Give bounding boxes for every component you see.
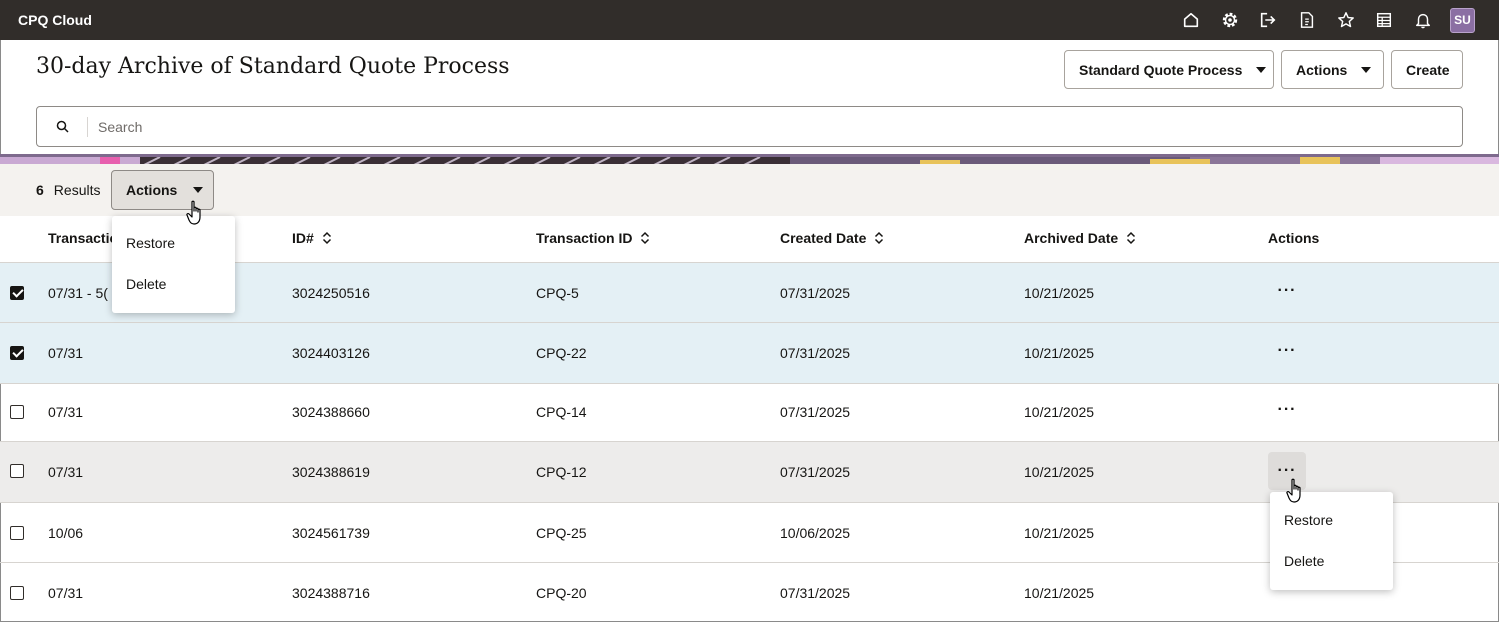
- column-header-transaction-id[interactable]: Transaction ID: [536, 230, 650, 246]
- cell-created-date: 10/06/2025: [780, 525, 851, 541]
- header-actions-button[interactable]: Actions: [1281, 50, 1384, 89]
- column-header-archived-date[interactable]: Archived Date: [1024, 230, 1136, 246]
- cell-transaction[interactable]: 07/31: [48, 464, 84, 480]
- search-bar[interactable]: [36, 106, 1463, 147]
- process-select-button[interactable]: Standard Quote Process: [1064, 50, 1274, 89]
- cell-id: 3024250516: [292, 285, 370, 301]
- favorites-icon[interactable]: [1326, 0, 1365, 40]
- cell-archived-date: 10/21/2025: [1024, 285, 1095, 301]
- page-title: 30-day Archive of Standard Quote Process: [36, 54, 510, 79]
- menu-item-delete[interactable]: Delete: [126, 275, 167, 292]
- user-avatar[interactable]: SU: [1450, 7, 1475, 33]
- document-icon[interactable]: [1288, 0, 1327, 40]
- row-checkbox[interactable]: [10, 526, 24, 540]
- top-bar: CPQ Cloud SU: [0, 0, 1499, 40]
- menu-item-restore[interactable]: Restore: [1284, 511, 1334, 528]
- chevron-down-icon: [1256, 66, 1267, 73]
- row-checkbox[interactable]: [10, 286, 24, 300]
- row-actions-menu: Restore Delete: [1270, 492, 1393, 590]
- results-actions-button[interactable]: Actions: [111, 170, 214, 210]
- cell-created-date: 07/31/2025: [780, 585, 851, 601]
- table-row[interactable]: 07/31 3024388619 CPQ-12 07/31/2025 10/21…: [0, 442, 1499, 503]
- row-checkbox[interactable]: [10, 405, 24, 419]
- column-header-created-date[interactable]: Created Date: [780, 230, 884, 246]
- column-header-transaction[interactable]: Transaction: [48, 230, 127, 246]
- cell-id: 3024403126: [292, 345, 370, 361]
- results-actions-menu: Restore Delete: [112, 216, 235, 313]
- results-toolbar: [0, 164, 1499, 216]
- logout-icon[interactable]: [1249, 0, 1288, 40]
- table-row[interactable]: 07/31 - 5( 3024250516 CPQ-5 07/31/2025 1…: [0, 263, 1499, 323]
- hand-cursor-icon: [1286, 478, 1301, 503]
- cell-created-date: 07/31/2025: [780, 345, 851, 361]
- sort-icon: [1127, 231, 1136, 245]
- hand-cursor-icon: [186, 200, 201, 225]
- row-more-actions-button[interactable]: ···: [1277, 401, 1297, 418]
- cell-transaction-id: CPQ-5: [536, 285, 579, 301]
- table-row[interactable]: 10/06 3024561739 CPQ-25 10/06/2025 10/21…: [0, 503, 1499, 563]
- sort-icon: [875, 231, 884, 245]
- cell-archived-date: 10/21/2025: [1024, 464, 1095, 480]
- row-more-actions-button[interactable]: ···: [1268, 452, 1306, 490]
- cell-transaction-id: CPQ-25: [536, 525, 587, 541]
- sort-icon: [322, 231, 331, 245]
- row-checkbox[interactable]: [10, 464, 24, 478]
- search-input[interactable]: [98, 118, 1398, 135]
- cell-transaction[interactable]: 07/31: [48, 404, 84, 420]
- cell-transaction[interactable]: 10/06: [48, 525, 84, 541]
- cell-id: 3024388660: [292, 404, 370, 420]
- results-count: 6 Results: [36, 182, 100, 198]
- cell-transaction-id: CPQ-12: [536, 464, 587, 480]
- cell-archived-date: 10/21/2025: [1024, 404, 1095, 420]
- decorative-banner: [0, 154, 1499, 164]
- table-row[interactable]: 07/31 3024403126 CPQ-22 07/31/2025 10/21…: [0, 323, 1499, 384]
- results-number: 6: [36, 182, 44, 198]
- report-icon[interactable]: [1365, 0, 1404, 40]
- cell-transaction[interactable]: 07/31 - 5(: [48, 285, 108, 301]
- row-more-actions-button[interactable]: ···: [1277, 282, 1297, 299]
- table-header: [0, 216, 1499, 263]
- cell-archived-date: 10/21/2025: [1024, 525, 1095, 541]
- row-checkbox[interactable]: [10, 346, 24, 360]
- cell-id: 3024561739: [292, 525, 370, 541]
- menu-item-restore[interactable]: Restore: [126, 234, 176, 251]
- results-label: Results: [53, 182, 101, 198]
- create-label: Create: [1406, 61, 1450, 78]
- sort-icon: [641, 231, 650, 245]
- cell-transaction-id: CPQ-20: [536, 585, 587, 601]
- table-row[interactable]: 07/31 3024388660 CPQ-14 07/31/2025 10/21…: [0, 384, 1499, 442]
- home-icon[interactable]: [1172, 0, 1211, 40]
- header-actions-label: Actions: [1296, 61, 1348, 78]
- chevron-down-icon: [1361, 66, 1372, 73]
- settings-icon[interactable]: [1210, 0, 1249, 40]
- process-select-label: Standard Quote Process: [1079, 61, 1243, 78]
- cell-transaction-id: CPQ-22: [536, 345, 587, 361]
- cell-transaction[interactable]: 07/31: [48, 585, 84, 601]
- cell-created-date: 07/31/2025: [780, 404, 851, 420]
- row-more-actions-button[interactable]: ···: [1277, 342, 1297, 359]
- column-header-actions: Actions: [1268, 230, 1320, 246]
- top-icons: SU: [1172, 0, 1475, 40]
- cell-transaction[interactable]: 07/31: [48, 345, 84, 361]
- menu-item-delete[interactable]: Delete: [1284, 552, 1325, 569]
- results-actions-label: Actions: [126, 182, 178, 198]
- cell-created-date: 07/31/2025: [780, 464, 851, 480]
- chevron-down-icon: [193, 187, 204, 193]
- create-button[interactable]: Create: [1391, 50, 1463, 89]
- notifications-icon[interactable]: [1403, 0, 1442, 40]
- cell-created-date: 07/31/2025: [780, 285, 851, 301]
- cell-id: 3024388716: [292, 585, 370, 601]
- cell-id: 3024388619: [292, 464, 370, 480]
- row-checkbox[interactable]: [10, 586, 24, 600]
- cell-archived-date: 10/21/2025: [1024, 345, 1095, 361]
- app-title: CPQ Cloud: [18, 12, 92, 28]
- column-header-id[interactable]: ID#: [292, 230, 332, 246]
- cell-archived-date: 10/21/2025: [1024, 585, 1095, 601]
- search-icon: [56, 120, 69, 133]
- search-divider: [87, 116, 88, 137]
- cell-transaction-id: CPQ-14: [536, 404, 587, 420]
